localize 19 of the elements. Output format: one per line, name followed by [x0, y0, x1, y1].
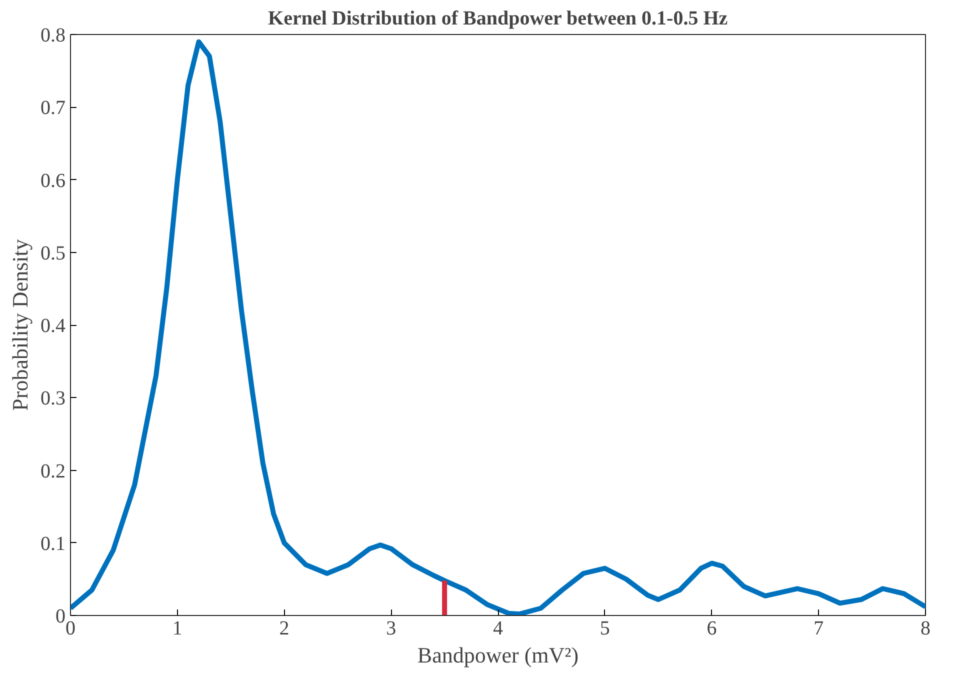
y-tick-label: 0.4 — [40, 315, 66, 337]
y-axis-title: Probability Density — [8, 239, 32, 411]
x-axis-title: Bandpower (mV²) — [417, 642, 579, 668]
y-tick-label: 0.6 — [40, 170, 66, 192]
x-tick-label: 2 — [279, 618, 290, 640]
x-tick-label: 5 — [600, 618, 610, 640]
y-tick-label: 0.7 — [40, 97, 66, 120]
x-tick-label: 6 — [706, 618, 717, 640]
chart-title: Kernel Distribution of Bandpower between 0.1-0.5 Hz — [268, 8, 728, 30]
x-tick-label: 4 — [493, 618, 503, 640]
y-tick-label: 0.3 — [40, 388, 66, 410]
y-tick-label: 0.8 — [40, 24, 66, 46]
x-tick-label: 3 — [386, 618, 396, 640]
y-tick-label: 0.1 — [40, 532, 66, 555]
y-tick-label: 0.2 — [40, 460, 66, 482]
y-tick-label: 0.5 — [40, 242, 66, 264]
x-tick-label: 8 — [920, 618, 930, 640]
x-tick-label: 7 — [814, 618, 824, 640]
x-tick-label: 1 — [172, 618, 182, 640]
